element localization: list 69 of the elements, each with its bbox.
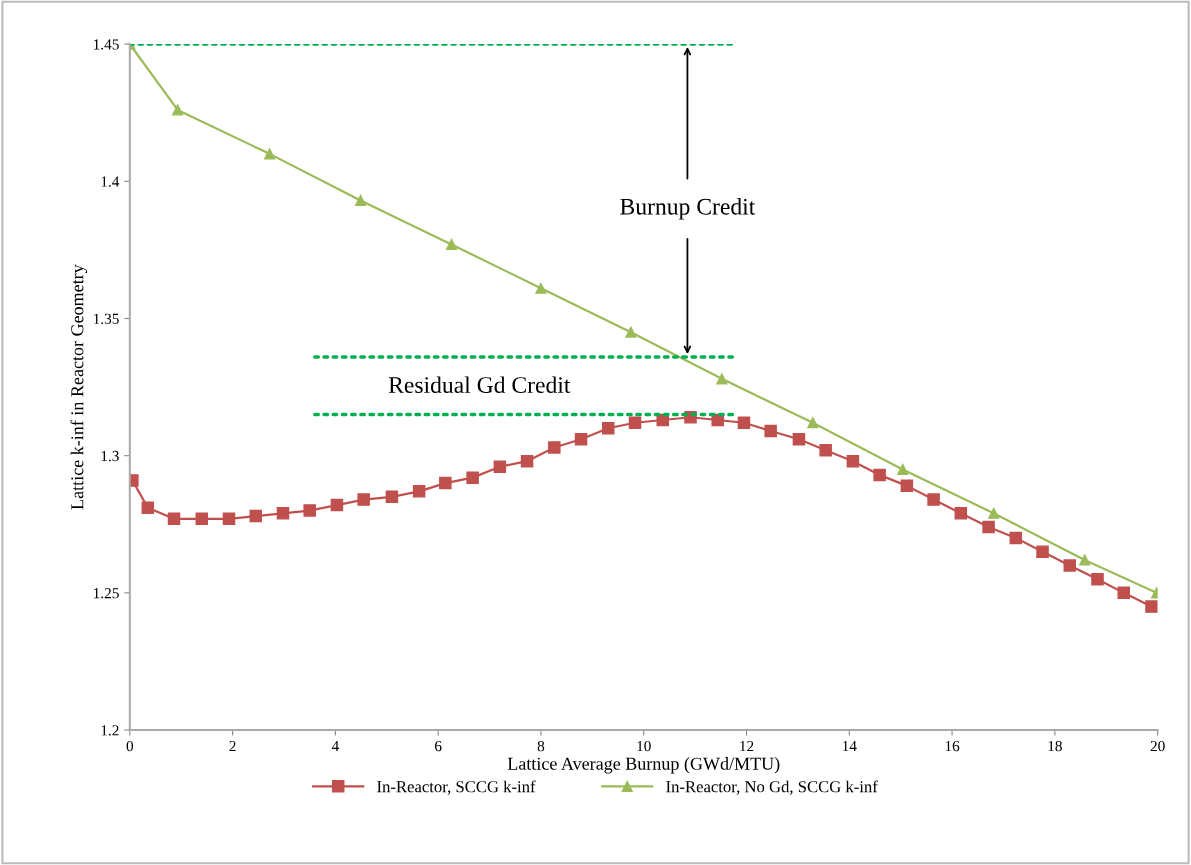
point bbox=[602, 421, 615, 435]
x-tick-label: 16 bbox=[945, 740, 960, 752]
point bbox=[873, 468, 886, 482]
point bbox=[264, 148, 276, 160]
point bbox=[303, 504, 316, 517]
point bbox=[222, 512, 236, 526]
point bbox=[900, 479, 914, 493]
point bbox=[385, 490, 399, 504]
x-tick-label: 6 bbox=[435, 740, 442, 752]
point bbox=[412, 485, 426, 498]
x-tick-label: 8 bbox=[537, 740, 545, 752]
x-tick-label: 2 bbox=[229, 740, 236, 752]
annotation: Burnup Credit bbox=[620, 198, 756, 220]
y-tick-label: 1.25 bbox=[94, 588, 119, 599]
point bbox=[807, 417, 819, 429]
point bbox=[520, 454, 534, 468]
point bbox=[1079, 554, 1091, 566]
point bbox=[439, 476, 452, 490]
point bbox=[535, 282, 547, 294]
point bbox=[1117, 586, 1130, 600]
point bbox=[1145, 600, 1158, 613]
x-tick-label: 0 bbox=[126, 740, 134, 752]
y-tick-label: 1.2 bbox=[101, 725, 119, 736]
point bbox=[330, 498, 344, 512]
point bbox=[141, 501, 155, 515]
y-tick-label: 1.4 bbox=[101, 176, 120, 187]
point bbox=[276, 507, 290, 520]
point bbox=[764, 424, 777, 438]
x-axis-title: Lattice Average Burnup (GWd/MTU) bbox=[507, 757, 780, 774]
point bbox=[792, 432, 806, 446]
point bbox=[574, 432, 588, 446]
x-tick-label: 18 bbox=[1048, 740, 1062, 752]
point bbox=[819, 443, 832, 457]
x-tick-label: 4 bbox=[331, 741, 339, 752]
point bbox=[988, 507, 1000, 519]
point bbox=[1091, 572, 1104, 586]
point bbox=[548, 441, 561, 454]
y-tick-label: 1.35 bbox=[94, 313, 119, 325]
point bbox=[1063, 559, 1077, 572]
point bbox=[445, 238, 458, 250]
y-tick-label: 1.3 bbox=[101, 450, 119, 462]
point bbox=[628, 416, 642, 430]
point bbox=[927, 493, 940, 506]
x-tick-label: 12 bbox=[740, 740, 754, 752]
point bbox=[897, 463, 909, 475]
x-tick-label: 10 bbox=[637, 740, 651, 752]
point bbox=[954, 507, 968, 520]
point bbox=[982, 520, 995, 534]
y-tick-label: 1.45 bbox=[94, 39, 119, 50]
point bbox=[1036, 545, 1049, 558]
point bbox=[249, 509, 262, 523]
legend-label: In-Reactor, No Gd, SCCG k-inf bbox=[666, 780, 878, 795]
point bbox=[716, 373, 728, 385]
point bbox=[357, 493, 370, 506]
point bbox=[846, 454, 860, 468]
y-axis-title: Lattice k-inf in Reactor Geometry bbox=[70, 264, 88, 510]
annotation: Residual Gd Credit bbox=[388, 376, 571, 393]
point bbox=[466, 471, 479, 484]
point bbox=[493, 460, 507, 473]
point bbox=[625, 326, 637, 338]
point bbox=[737, 416, 751, 430]
point bbox=[195, 512, 209, 526]
point bbox=[355, 194, 367, 207]
point bbox=[1009, 531, 1023, 545]
point bbox=[167, 512, 181, 526]
x-tick-label: 14 bbox=[843, 740, 857, 752]
point bbox=[172, 104, 184, 116]
legend-label: In-Reactor, SCCG k-inf bbox=[377, 780, 536, 795]
x-tick-label: 20 bbox=[1150, 740, 1165, 752]
